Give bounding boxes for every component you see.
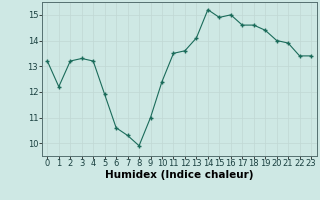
X-axis label: Humidex (Indice chaleur): Humidex (Indice chaleur) [105,170,253,180]
